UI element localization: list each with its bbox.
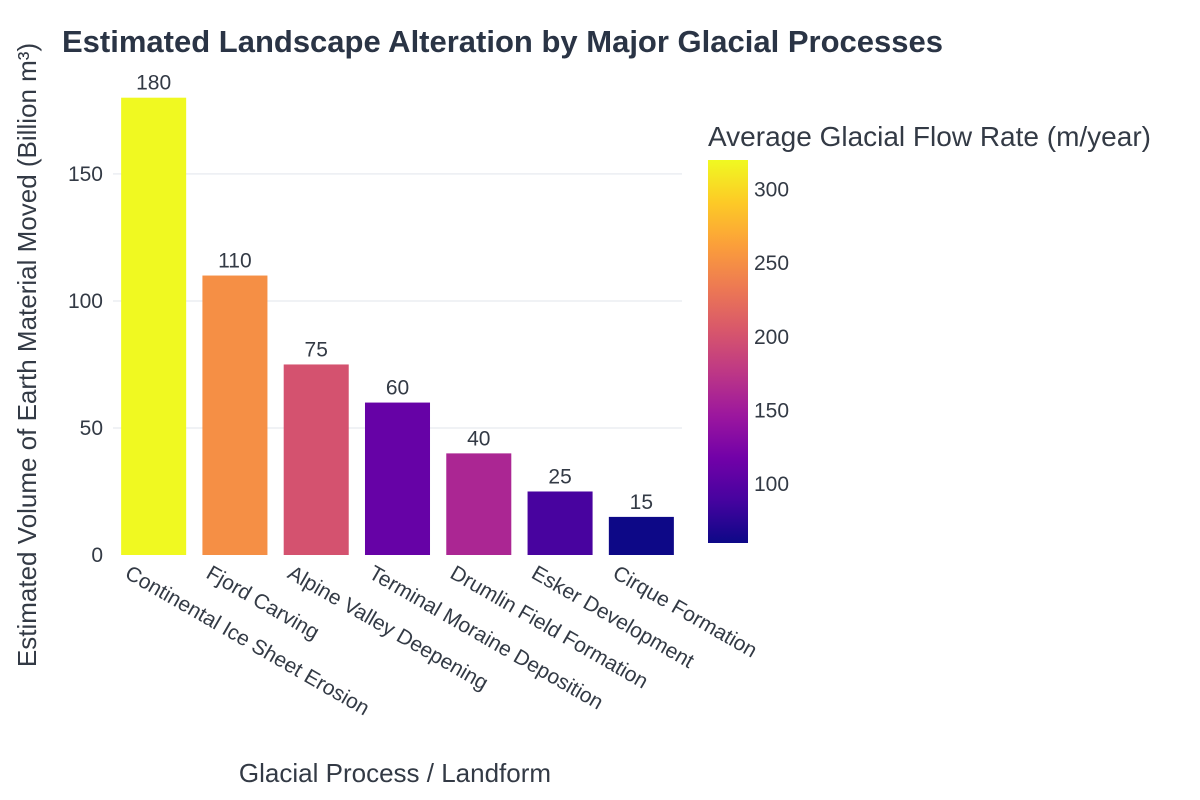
x-axis-title: Glacial Process / Landform bbox=[239, 758, 551, 788]
bar-value-label: 15 bbox=[630, 491, 653, 514]
bar-value-label: 75 bbox=[305, 338, 328, 361]
bar bbox=[202, 275, 268, 555]
colorbar-tick-label: 300 bbox=[754, 178, 789, 201]
bar bbox=[283, 364, 349, 555]
colorbar-title: Average Glacial Flow Rate (m/year) bbox=[708, 121, 1151, 152]
bar-labels: 180 110 75 60 40 25 15 bbox=[136, 72, 653, 514]
colorbar: Average Glacial Flow Rate (m/year) 100 15… bbox=[708, 121, 1151, 543]
y-tick-label: 100 bbox=[68, 290, 103, 313]
colorbar-tick-label: 250 bbox=[754, 252, 789, 275]
y-tick-label: 50 bbox=[80, 417, 103, 440]
bar bbox=[364, 402, 431, 555]
colorbar-tick-label: 100 bbox=[754, 473, 789, 496]
colorbar-ticks: 100 150 200 250 300 bbox=[754, 178, 789, 496]
chart-title: Estimated Landscape Alteration by Major … bbox=[62, 24, 943, 59]
bar bbox=[446, 453, 512, 555]
y-tick-label: 0 bbox=[91, 544, 103, 567]
bar-value-label: 25 bbox=[548, 465, 571, 488]
bar bbox=[527, 491, 593, 555]
bar bbox=[608, 516, 674, 555]
bar-value-label: 110 bbox=[218, 250, 251, 273]
bar-value-label: 40 bbox=[467, 427, 490, 450]
y-axis-ticks: 0 50 100 150 bbox=[68, 163, 103, 567]
colorbar-tick-label: 200 bbox=[754, 326, 789, 349]
colorbar-tick-label: 150 bbox=[754, 399, 789, 422]
bar-value-label: 180 bbox=[136, 72, 171, 95]
bar bbox=[121, 97, 187, 556]
bar-value-label: 60 bbox=[386, 377, 409, 400]
bars bbox=[121, 97, 674, 556]
plot-area: 0 50 100 150 180 110 75 60 40 25 15 Continental I… bbox=[68, 72, 761, 721]
y-tick-label: 150 bbox=[68, 163, 103, 186]
colorbar-scale bbox=[708, 160, 748, 543]
y-axis-title: Estimated Volume of Earth Material Moved… bbox=[12, 43, 42, 667]
